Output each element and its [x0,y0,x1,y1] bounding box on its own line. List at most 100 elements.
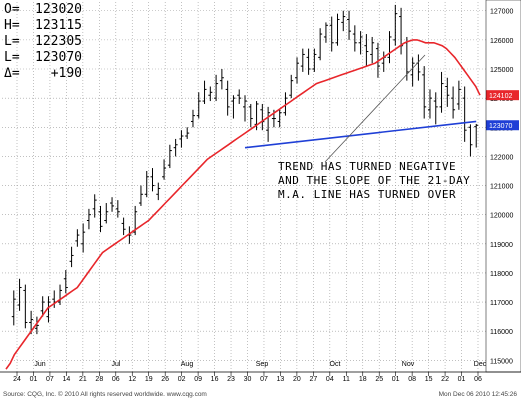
ohlc-bar [167,144,172,169]
ohlc-high: H= 123115 [4,18,82,34]
ohlc-bar [138,185,143,206]
x-tick-label: 28 [95,376,103,383]
y-tick-label: 127000 [490,9,513,16]
ohlc-bar [225,80,230,116]
ohlc-bar [196,92,201,119]
moving-average-line [5,39,481,370]
ohlc-change-value: +190 [50,66,82,81]
x-tick-label: 12 [128,376,136,383]
ohlc-bar [17,278,22,311]
ohlc-bar [456,80,461,110]
last-price-badge-text: 123070 [489,123,512,130]
x-tick-label: 19 [145,376,153,383]
month-label: Dec [474,361,487,368]
ohlc-bar [121,217,126,236]
x-tick-label: 22 [441,376,449,383]
annotation-arrow [324,54,426,163]
x-tick-label: 26 [161,376,169,383]
x-tick-label: 06 [112,376,120,383]
grid [2,2,486,376]
y-tick-label: 117000 [490,300,513,307]
y-tick-label: 126000 [490,38,513,45]
ohlc-bar [98,205,103,233]
x-tick-label: 07 [46,376,54,383]
ohlc-bar [277,109,282,128]
ohlc-bar [162,159,167,180]
x-tick-label: 21 [79,376,87,383]
ohlc-bar [387,31,392,64]
ohlc-bar [202,80,207,104]
ohlc-bar [150,168,155,192]
ohlc-bar [75,229,80,247]
ohlc-bar [300,48,305,72]
x-tick-label: 08 [408,376,416,383]
ohlc-bar [295,57,300,84]
ohlc-bar [104,203,109,224]
last-price-badge: 123070 [486,120,519,131]
ohlc-bar [451,86,456,119]
ohlc-change-label: Δ= [4,66,20,81]
ohlc-bar [439,71,444,113]
ohlc-bar [329,16,334,52]
x-tick-label: 01 [458,376,466,383]
ohlc-bar [427,89,432,119]
ohlc-bar [237,89,242,104]
month-label: Nov [402,361,415,368]
month-label: Jul [112,361,121,368]
y-tick-label: 125000 [490,67,513,74]
ohlc-bar [23,284,28,329]
month-label: Oct [330,361,341,368]
footer-timestamp: Mon Dec 06 2010 12:45:26 [438,391,517,398]
x-tick-label: 16 [211,376,219,383]
footer-source: Source: CQG, Inc. © 2010 All rights rese… [3,391,207,398]
x-axis-labels: 24 01 07 14 21 28 06 12 19 26 02 09 16 23 30 07 13 20 27 04… [13,376,482,383]
ohlc-open: O= 123020 [4,2,82,18]
y-tick-label: 118000 [490,271,513,278]
ohlc-bar [69,246,74,268]
x-tick-label: 20 [293,376,301,383]
x-tick-label: 24 [13,376,21,383]
ohlc-last-label: L= [4,50,20,65]
ohlc-bar [335,13,340,46]
ohlc-bar [422,66,427,119]
right-axis-value-labels: 124102 123070 [486,90,519,131]
month-labels: Jun Jul Aug Sep Oct Nov Dec [34,361,486,368]
x-tick-label: 13 [277,376,285,383]
ohlc-high-value: 123115 [35,18,82,33]
ohlc-bar [156,182,161,201]
ohlc-bar [468,124,473,157]
month-label: Jun [34,361,45,368]
ohlc-last: L= 123070 [4,50,82,66]
ohlc-bar [370,36,375,64]
ohlc-bar [34,316,39,335]
ohlc-low: L= 122305 [4,34,82,50]
ohlc-bar [352,25,357,52]
price-bars [11,4,479,335]
annotation-line-3: M.A. LINE HAS TURNED OVER [278,188,457,201]
ohlc-last-value: 123070 [35,50,82,65]
ohlc-bar [347,10,352,40]
ohlc-bar [190,109,195,128]
ohlc-bar [231,95,236,119]
x-tick-label: 02 [178,376,186,383]
x-tick-label: 30 [244,376,252,383]
ohlc-bar [393,4,398,46]
ma-value-badge-text: 124102 [489,93,512,100]
ohlc-change: Δ= +190 [4,66,82,82]
ohlc-bar [445,77,450,107]
ohlc-low-value: 122305 [35,34,82,49]
ohlc-low-label: L= [4,34,20,49]
ohlc-bar [92,194,97,218]
ohlc-high-label: H= [4,18,20,33]
x-tick-label: 01 [392,376,400,383]
y-tick-label: 116000 [490,329,513,336]
x-tick-label: 23 [227,376,235,383]
ohlc-bar [208,86,213,102]
ohlc-open-label: O= [4,2,20,17]
ohlc-bar [173,138,178,157]
ohlc-bar [185,127,190,139]
ma-value-badge-bg [486,90,519,101]
x-tick-label: 14 [62,376,70,383]
ohlc-bar [283,92,288,116]
